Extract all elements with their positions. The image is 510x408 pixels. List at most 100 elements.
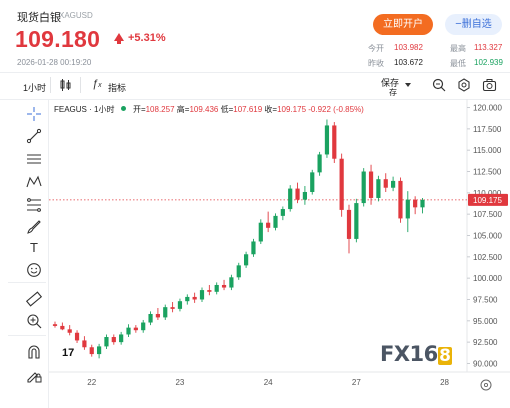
save-button[interactable]: 保存 bbox=[381, 78, 400, 88]
up-arrow-icon bbox=[114, 33, 124, 41]
candle-body bbox=[346, 209, 352, 239]
candle-body bbox=[214, 284, 219, 292]
toolbar-separator bbox=[8, 282, 46, 283]
y-tick-label: 107.500 bbox=[473, 210, 502, 219]
candle-body bbox=[97, 346, 102, 355]
indicator-fx-icon[interactable]: ƒx bbox=[92, 78, 102, 90]
y-tick-label: 112.500 bbox=[473, 168, 502, 177]
magnet-icon[interactable] bbox=[26, 344, 42, 360]
candle-body bbox=[383, 179, 388, 188]
candle-body bbox=[391, 180, 396, 188]
stat-value-low: 102.939 bbox=[474, 58, 503, 67]
stat-value-open: 103.982 bbox=[394, 43, 423, 52]
legend-status-dot bbox=[120, 106, 126, 111]
legend-close-label: 收 bbox=[264, 105, 273, 114]
fx168-watermark-digit: 8 bbox=[437, 346, 452, 366]
current-price-box bbox=[468, 193, 508, 206]
text-icon[interactable]: T bbox=[30, 240, 38, 255]
candle-body bbox=[368, 171, 374, 198]
candle-body bbox=[280, 209, 285, 216]
toolbar-divider bbox=[50, 77, 51, 93]
candle-body bbox=[310, 172, 315, 192]
interval-selector[interactable]: 1小时 bbox=[23, 83, 47, 93]
candle-body bbox=[111, 337, 116, 343]
legend-interval: 1小时 bbox=[94, 105, 115, 114]
current-price-label: 109.175 bbox=[473, 196, 502, 205]
candle-body bbox=[317, 154, 322, 173]
y-tick-label: 110.000 bbox=[473, 189, 502, 198]
candle-body bbox=[244, 254, 249, 266]
legend-symbol: FEAGUS bbox=[54, 105, 87, 114]
candle-body bbox=[302, 191, 307, 200]
ruler-icon[interactable] bbox=[26, 291, 42, 307]
y-tick-label: 92.500 bbox=[473, 338, 498, 347]
settings-icon[interactable] bbox=[457, 78, 471, 92]
stat-label-high: 最高 bbox=[450, 44, 466, 53]
search-icon[interactable] bbox=[432, 78, 446, 92]
y-tick-label: 115.000 bbox=[473, 146, 502, 155]
candle-body bbox=[361, 171, 366, 204]
legend-low-label: 低 bbox=[220, 105, 229, 114]
fib-icon[interactable] bbox=[26, 197, 42, 213]
lock-pencil-icon[interactable] bbox=[26, 367, 42, 383]
y-tick-label: 100.000 bbox=[473, 274, 502, 283]
candle-body bbox=[420, 199, 425, 208]
x-tick-label: 23 bbox=[175, 378, 184, 387]
crosshair-icon[interactable] bbox=[26, 106, 42, 122]
x-tick-label: 27 bbox=[352, 378, 361, 387]
candle-body bbox=[52, 324, 58, 326]
candle-body bbox=[324, 125, 330, 155]
candle-body bbox=[199, 290, 205, 300]
last-price: 109.180 bbox=[15, 26, 101, 52]
candle-body bbox=[258, 222, 263, 242]
trend-line-icon[interactable] bbox=[26, 128, 42, 144]
candle-body bbox=[133, 327, 138, 331]
candle-body bbox=[163, 307, 168, 318]
legend-change-pct: (-0.85%) bbox=[333, 105, 364, 114]
camera-icon[interactable] bbox=[482, 78, 497, 92]
y-tick-label: 120.000 bbox=[473, 104, 502, 113]
candle-body bbox=[229, 277, 234, 288]
axis-settings-icon[interactable] bbox=[480, 379, 492, 391]
zoom-in-icon[interactable] bbox=[26, 313, 42, 329]
candle-body bbox=[148, 313, 153, 323]
candle-body bbox=[60, 325, 65, 330]
candle-body bbox=[185, 296, 190, 302]
x-tick-label: 24 bbox=[264, 378, 273, 387]
quote-timestamp: 2026-01-28 00:19:20 bbox=[17, 58, 92, 67]
candle-body bbox=[413, 199, 418, 208]
legend-open: 108.257 bbox=[145, 105, 175, 114]
stat-value-prev-close: 103.672 bbox=[394, 58, 423, 67]
up-arrow-stem bbox=[117, 40, 121, 44]
fx168-watermark: FX168 bbox=[380, 342, 452, 366]
y-tick-label: 97.500 bbox=[473, 295, 498, 304]
candle-body bbox=[104, 337, 109, 347]
pattern-icon[interactable] bbox=[26, 174, 42, 190]
chevron-down-icon[interactable] bbox=[405, 83, 411, 87]
horizontal-lines-icon[interactable] bbox=[26, 151, 42, 167]
candle-body bbox=[221, 284, 227, 288]
candle-body bbox=[207, 290, 212, 292]
legend-high-label: 高 bbox=[176, 105, 185, 114]
candle-body bbox=[251, 241, 256, 255]
candle-type-icon[interactable] bbox=[58, 78, 72, 92]
candle-body bbox=[236, 265, 241, 278]
candle-body bbox=[295, 188, 300, 200]
remove-watchlist-label: 删自选 bbox=[461, 19, 492, 30]
drawing-toolbar bbox=[0, 99, 49, 408]
candle-body bbox=[398, 180, 403, 219]
brush-icon[interactable] bbox=[26, 219, 42, 235]
candle-body bbox=[141, 322, 146, 331]
indicators-button[interactable]: 指标 bbox=[108, 83, 127, 93]
open-account-button[interactable]: 立即开户 bbox=[373, 14, 433, 35]
candle-body bbox=[155, 313, 160, 318]
candle-body bbox=[82, 340, 87, 348]
remove-watchlist-button[interactable]: −删自选 bbox=[445, 14, 502, 35]
instrument-code: XAGUSD bbox=[59, 11, 93, 20]
stat-label-low: 最低 bbox=[450, 59, 466, 68]
stat-value-high: 113.327 bbox=[474, 43, 503, 52]
instrument-title: 现货白银 bbox=[17, 12, 61, 24]
emoji-icon[interactable] bbox=[26, 262, 42, 278]
y-tick-label: 102.500 bbox=[473, 253, 502, 262]
candlestick-chart[interactable]: 120.000 117.500 115.000 112.500 110.000 107.5… bbox=[49, 99, 510, 408]
